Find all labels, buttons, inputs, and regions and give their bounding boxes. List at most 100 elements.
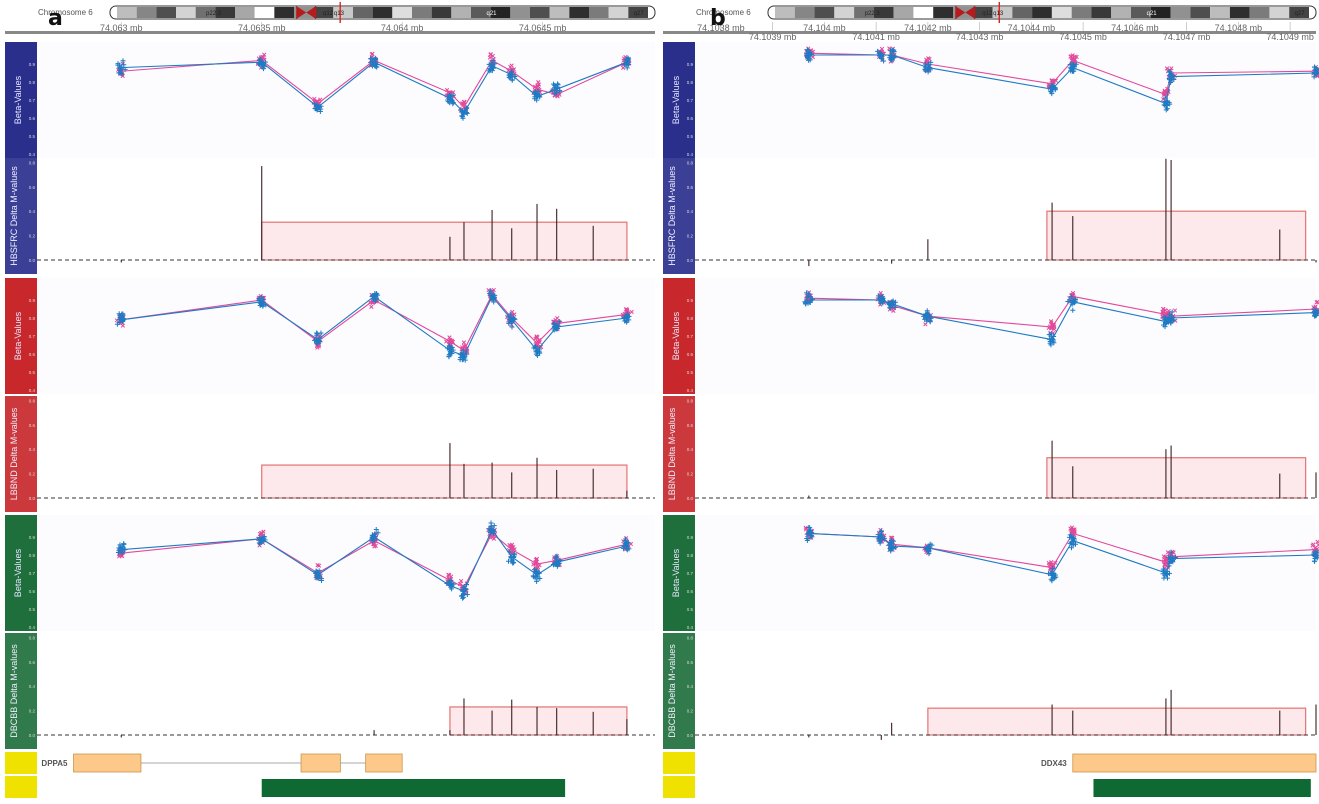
axis-tick-label: 74.1047 mb — [1163, 32, 1211, 42]
chromosome-band — [1051, 7, 1072, 18]
delta-track-tick: 0.8 — [687, 160, 694, 165]
beta-point-series-a — [262, 59, 268, 65]
beta-point-series-a — [447, 350, 453, 356]
beta-point-series-a — [892, 299, 898, 305]
beta-track-tick: 0.9 — [29, 62, 36, 67]
beta-point-series-a — [1167, 570, 1172, 576]
delta-track-tick: 0.4 — [687, 209, 694, 214]
beta-point-series-a — [1171, 76, 1177, 82]
beta-point-series-a — [119, 71, 125, 77]
beta-point-series-a — [806, 525, 812, 531]
axis-tick-label: 74.1048 mb — [1215, 23, 1263, 33]
chromosome-band — [893, 7, 914, 18]
axis-tick-label: 74.063 mb — [100, 23, 143, 33]
beta-point-series-a — [626, 56, 632, 62]
beta-point-series-b — [488, 52, 493, 57]
beta-mean-line-series-a — [808, 299, 1317, 341]
beta-point-series-a — [116, 311, 122, 317]
beta-track-sidebar — [5, 42, 37, 158]
axis-tick-label: 74.0645 mb — [519, 23, 567, 33]
chromosome-band — [834, 7, 855, 18]
beta-point-series-b — [534, 556, 540, 562]
delta-track-tick: 0.6 — [687, 185, 694, 190]
beta-point-series-a — [464, 110, 470, 116]
beta-point-series-a — [314, 330, 320, 336]
beta-point-series-a — [120, 318, 126, 324]
beta-point-series-a — [117, 315, 123, 321]
delta-track-tick: 0.2 — [687, 234, 694, 239]
chromosome-band — [471, 7, 491, 18]
beta-point-series-b — [1074, 54, 1079, 60]
beta-track-tick: 0.5 — [687, 607, 694, 612]
beta-point-series-a — [460, 348, 466, 354]
beta-track-sidebar — [5, 278, 37, 394]
cpg-track-sidebar — [5, 776, 37, 798]
beta-point-series-a — [490, 292, 496, 298]
axis-tick-label: 74.0635 mb — [238, 23, 286, 33]
cpg-island-bar — [1093, 779, 1311, 797]
beta-point-series-b — [1072, 527, 1077, 532]
beta-point-series-b — [315, 563, 320, 568]
beta-point-series-a — [1167, 69, 1173, 75]
beta-point-series-b — [888, 535, 894, 540]
beta-point-series-b — [261, 54, 266, 60]
beta-track-tick: 0.6 — [687, 116, 694, 121]
beta-point-series-a — [532, 96, 538, 102]
beta-track-label: Beta-Values — [13, 75, 23, 124]
beta-track-tick: 0.5 — [29, 134, 36, 139]
delta-track-tick: 0.4 — [687, 447, 694, 452]
axis-tick-label: 74.1043 mb — [956, 32, 1004, 42]
delta-track-tick: 0.6 — [29, 423, 36, 428]
beta-point-series-b — [1049, 78, 1054, 83]
chromosome-band — [1269, 7, 1290, 18]
beta-point-series-b — [458, 578, 464, 584]
beta-point-series-a — [624, 540, 630, 546]
axis-tick-label: 74.104 mb — [803, 23, 846, 33]
beta-point-series-a — [1168, 320, 1174, 326]
delta-track-sidebar — [663, 396, 695, 512]
delta-track-tick: 0.4 — [29, 684, 36, 689]
beta-point-series-b — [1052, 326, 1057, 332]
beta-track-tick: 0.7 — [687, 334, 694, 339]
beta-point-series-a — [506, 320, 512, 326]
delta-track-label: HBSFRC Delta M-values — [9, 166, 19, 266]
beta-point-series-a — [375, 530, 381, 536]
beta-point-series-a — [509, 77, 515, 83]
delta-track-tick: 0.0 — [29, 733, 36, 738]
beta-point-series-a — [889, 57, 895, 63]
chromosome-band — [136, 7, 157, 18]
chromosome-band — [313, 7, 334, 18]
beta-point-series-a — [887, 305, 893, 311]
beta-track-tick: 0.4 — [687, 625, 694, 630]
chromosome-band — [794, 7, 815, 18]
beta-point-series-a — [372, 298, 378, 304]
beta-point-series-b — [1161, 554, 1167, 559]
beta-point-series-a — [1050, 565, 1056, 571]
beta-point-series-a — [623, 318, 629, 324]
beta-point-series-b — [536, 338, 542, 343]
beta-point-series-a — [461, 591, 467, 597]
beta-point-series-b — [924, 57, 929, 62]
beta-point-series-a — [625, 55, 631, 61]
delta-track-tick: 0.2 — [687, 472, 694, 477]
beta-point-series-a — [557, 319, 563, 325]
delta-track-sidebar — [663, 633, 695, 749]
beta-point-series-a — [1313, 548, 1319, 554]
delta-track-sidebar — [5, 633, 37, 749]
beta-track-tick: 0.7 — [687, 571, 694, 576]
beta-point-series-a — [317, 109, 323, 115]
chromosome-band — [775, 7, 795, 18]
beta-point-series-a — [929, 542, 935, 548]
beta-point-series-a — [1049, 573, 1055, 579]
beta-point-series-a — [892, 304, 898, 310]
chromosome-band-label: q12 — [982, 11, 993, 17]
delta-track-tick: 0.4 — [29, 447, 36, 452]
beta-point-series-a — [535, 352, 541, 358]
beta-point-series-a — [1315, 549, 1319, 555]
beta-track-tick: 0.6 — [29, 589, 36, 594]
beta-track-area — [37, 278, 655, 394]
beta-point-series-a — [1169, 309, 1175, 315]
beta-point-series-b — [1311, 542, 1316, 547]
gene-exon — [300, 753, 341, 773]
